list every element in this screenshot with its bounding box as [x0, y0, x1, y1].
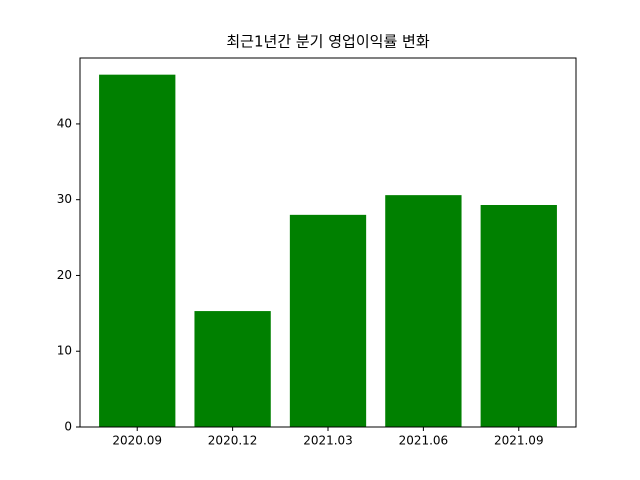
- bar: [480, 204, 557, 427]
- x-tick-label: 2020.12: [208, 434, 258, 448]
- bar: [385, 195, 462, 427]
- chart-title: 최근1년간 분기 영업이익률 변화: [226, 33, 429, 51]
- plot-frame: [79, 57, 577, 428]
- y-tick-label: 0: [64, 420, 72, 434]
- x-tick-label: 2021.09: [494, 434, 544, 448]
- y-tick-label: 10: [57, 344, 72, 358]
- bar: [99, 74, 176, 427]
- x-tick-label: 2021.06: [399, 434, 449, 448]
- bar: [289, 214, 367, 427]
- bar: [194, 311, 271, 427]
- y-tick-label: 40: [57, 116, 72, 130]
- y-tick-label: 20: [57, 268, 72, 282]
- x-tick-label: 2021.03: [303, 434, 353, 448]
- y-tick-label: 30: [57, 192, 72, 206]
- x-tick-label: 2020.09: [112, 434, 162, 448]
